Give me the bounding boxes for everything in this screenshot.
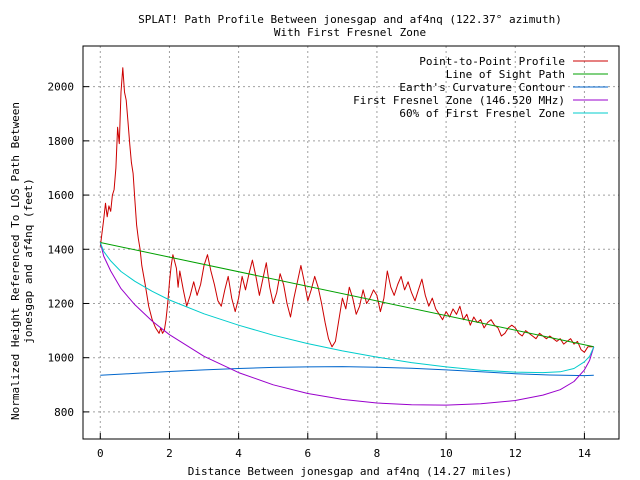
grid-lines	[83, 46, 619, 439]
x-tick-label: 2	[166, 447, 173, 460]
y-axis-label-line-1: Normalized Height Referenced To LOS Path…	[9, 102, 22, 420]
x-tick-label: 14	[578, 447, 592, 460]
series-layer	[99, 67, 595, 406]
x-tick-label: 12	[509, 447, 522, 460]
y-tick-label: 1600	[48, 189, 75, 202]
y-tick-label: 1800	[48, 135, 75, 148]
legend-label-3: First Fresnel Zone (146.520 MHz)	[353, 94, 565, 107]
y-tick-label: 800	[54, 406, 74, 419]
y-tick-labels: 800 1000 1200 1400 1600 1800 2000	[48, 81, 89, 419]
chart-subtitle: With First Fresnel Zone	[274, 26, 426, 39]
legend-label-2: Earth's Curvature Contour	[399, 81, 565, 94]
y-tick-label: 1000	[48, 352, 75, 365]
legend-label-1: Line of Sight Path	[446, 68, 565, 81]
series-line-4	[99, 242, 595, 374]
x-tick-label: 10	[439, 447, 452, 460]
legend-label-0: Point-to-Point Profile	[419, 55, 565, 68]
x-axis-label: Distance Between jonesgap and af4nq (14.…	[188, 465, 513, 478]
y-tick-label: 1200	[48, 297, 75, 310]
x-tick-labels: 0 2 4 6 8 10 12 14	[97, 433, 591, 460]
x-tick-label: 8	[374, 447, 381, 460]
chart-title: SPLAT! Path Profile Between jonesgap and…	[138, 13, 562, 26]
series-line-3	[99, 242, 595, 406]
y-axis-label-line-2: jonesgap and af4nq (feet)	[22, 178, 35, 344]
plot-frame	[82, 45, 620, 440]
y-tick-label: 2000	[48, 81, 75, 94]
series-line-2	[100, 366, 594, 377]
x-tick-label: 4	[235, 447, 242, 460]
x-tick-label: 6	[304, 447, 311, 460]
legend-label-4: 60% of First Fresnel Zone	[399, 107, 565, 120]
series-line-1	[100, 242, 594, 348]
y-tick-label: 1400	[48, 243, 75, 256]
x-tick-label: 0	[97, 447, 104, 460]
